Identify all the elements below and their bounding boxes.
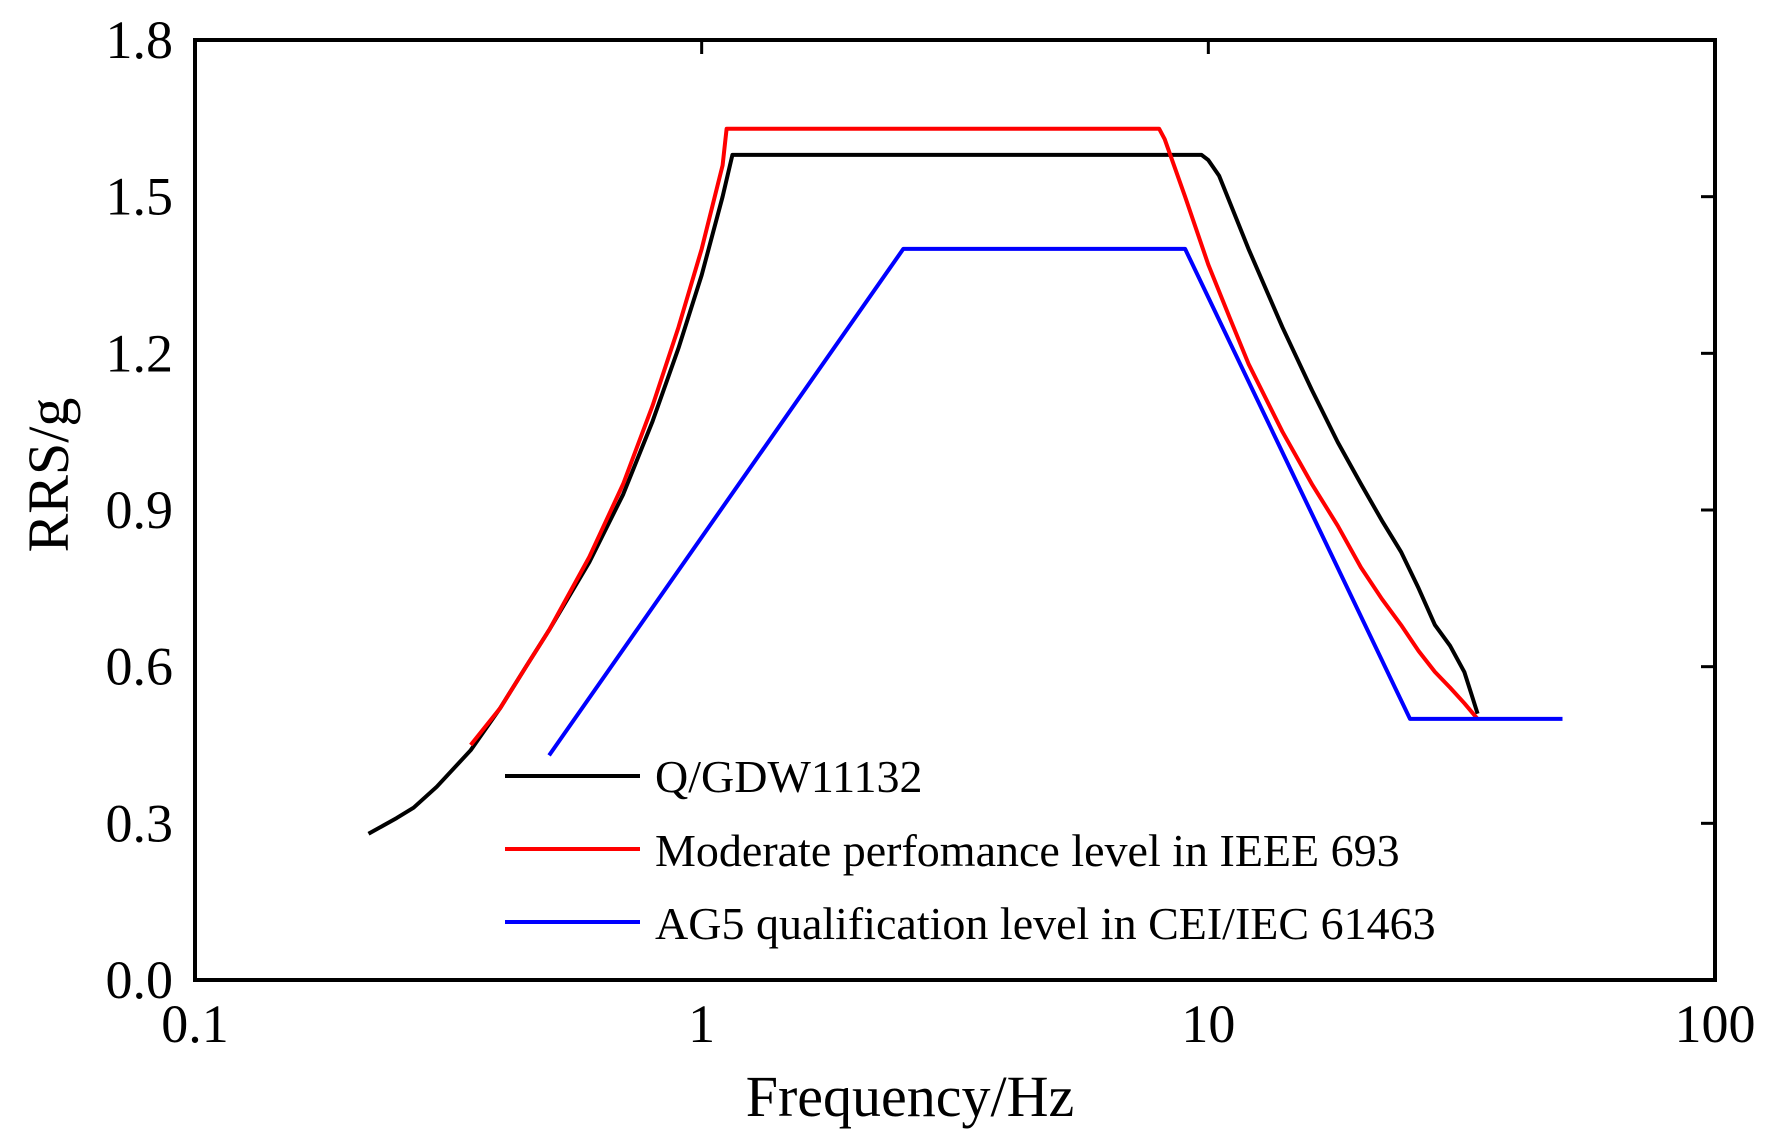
legend-label-ieee-693: Moderate perfomance level in IEEE 693 (655, 825, 1400, 876)
legend-label-iec-61463: AG5 qualification level in CEI/IEC 61463 (655, 898, 1436, 949)
y-tick-label: 0.6 (106, 637, 174, 697)
y-tick-label: 1.2 (106, 323, 174, 383)
x-tick-label: 1 (688, 994, 715, 1054)
y-axis-title: RRS/g (16, 398, 81, 553)
series-layer (367, 126, 1563, 836)
x-axis-title: Frequency/Hz (746, 1064, 1075, 1129)
x-tick-label: 10 (1181, 994, 1235, 1054)
y-tick-label: 0.0 (106, 950, 174, 1010)
x-tick-label: 0.1 (161, 994, 229, 1054)
y-tick-label: 0.9 (106, 480, 174, 540)
series-line-moderate-perfomance-level-in-ieee-693 (469, 126, 1480, 747)
y-tick-label: 1.8 (106, 10, 174, 70)
series-line-ag5-qualification-level-in-cei-iec-61463 (547, 246, 1563, 757)
y-tick-label: 1.5 (106, 167, 174, 227)
ticks-layer: 0.1 1 10 100 0.0 0.3 0.6 0.9 1.2 1.5 1.8 (106, 10, 1756, 1054)
legend: Q/GDW11132 Moderate perfomance level in … (505, 751, 1436, 949)
series-line-q-gdw11132 (367, 152, 1480, 836)
legend-label-q-gdw11132: Q/GDW11132 (655, 751, 922, 802)
x-tick-label: 100 (1675, 994, 1756, 1054)
y-tick-label: 0.3 (106, 793, 174, 853)
